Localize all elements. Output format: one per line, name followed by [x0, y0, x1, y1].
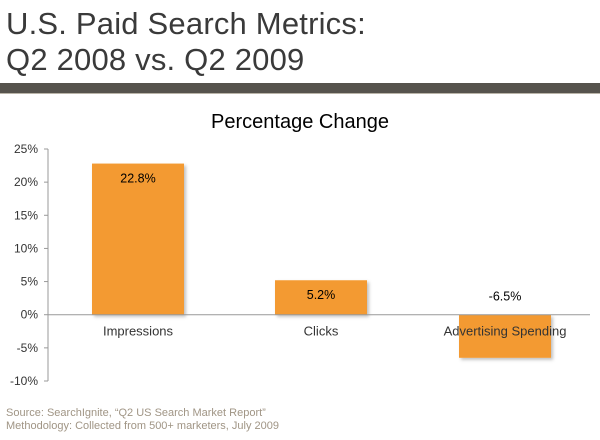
- data-label: 5.2%: [307, 288, 336, 302]
- y-tick-label: 15%: [14, 208, 38, 222]
- slide-title-line-1: U.S. Paid Search Metrics:: [6, 6, 366, 41]
- y-tick-label: 5%: [21, 275, 39, 289]
- bar-advertising-spending: [459, 314, 551, 358]
- slide-title-line-2: Q2 2008 vs. Q2 2009: [6, 42, 305, 77]
- slide-title: U.S. Paid Search Metrics: Q2 2008 vs. Q2…: [6, 6, 596, 78]
- bar-clicks: [275, 280, 367, 315]
- data-label: -6.5%: [489, 290, 522, 304]
- bar-impressions: [92, 163, 184, 315]
- y-tick-label: 0%: [21, 308, 39, 322]
- chart-title: Percentage Change: [211, 111, 389, 133]
- x-category-label: Clicks: [304, 324, 339, 339]
- methodology-text: Methodology: Collected from 500+ markete…: [6, 420, 280, 432]
- x-category-label: Advertising Spending: [444, 324, 567, 339]
- source-text: Source: SearchIgnite, “Q2 US Search Mark…: [6, 407, 266, 419]
- y-tick-label: 25%: [14, 142, 38, 156]
- y-tick-label: 10%: [14, 241, 38, 255]
- data-label: 22.8%: [120, 172, 155, 186]
- y-tick-label: -10%: [10, 374, 38, 388]
- y-tick-label: 20%: [14, 175, 38, 189]
- x-category-label: Impressions: [103, 324, 174, 339]
- source-note: Source: SearchIgnite, “Q2 US Search Mark…: [6, 407, 279, 433]
- title-divider: [0, 83, 600, 94]
- y-tick-label: -5%: [17, 341, 39, 355]
- bar-chart: 25% 20% 15% 10% 5% 0% -5% -10% 22.8% 5.2% -6.5% Imp…: [10, 142, 590, 388]
